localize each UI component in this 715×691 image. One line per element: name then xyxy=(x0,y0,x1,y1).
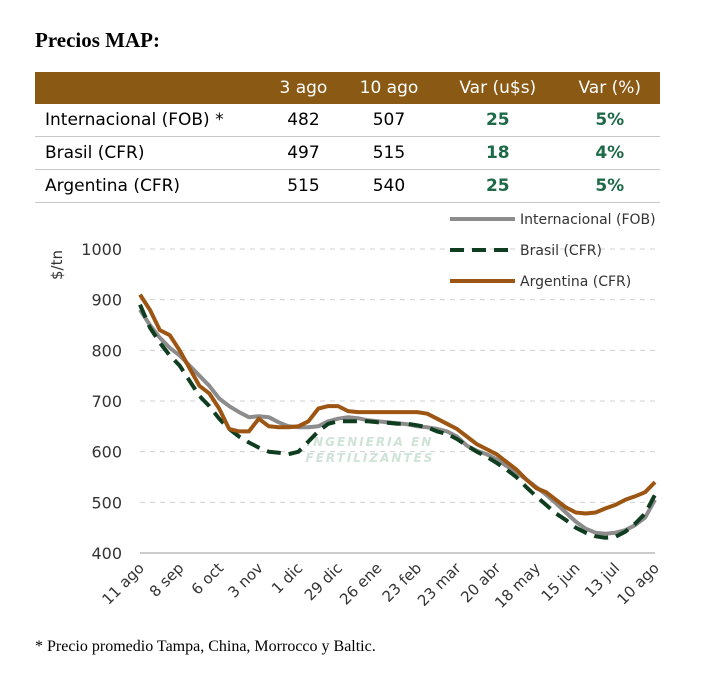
table-cell: 482 xyxy=(265,104,342,137)
y-tick-label: 400 xyxy=(91,544,122,563)
table-cell: Internacional (FOB) * xyxy=(35,104,265,137)
legend-label: Argentina (CFR) xyxy=(520,274,631,290)
footnote: * Precio promedio Tampa, China, Morrocco… xyxy=(35,638,376,655)
legend-label: Brasil (CFR) xyxy=(520,243,602,259)
table-cell: 18 xyxy=(436,136,560,170)
watermark: FERTILIZANTES xyxy=(306,451,435,465)
y-axis-label: $/tn xyxy=(48,250,66,280)
table-cell: 25 xyxy=(436,104,560,137)
table-cell: 4% xyxy=(559,136,660,170)
x-tick-label: 6 oct xyxy=(188,559,227,598)
table-cell: 25 xyxy=(436,169,560,203)
x-tick-label: 8 sep xyxy=(146,559,188,601)
x-tick-label: 26 ene xyxy=(336,559,385,608)
series-line xyxy=(138,293,657,516)
header-cell: Var (u$s) xyxy=(436,72,560,104)
y-tick-label: 500 xyxy=(91,493,122,512)
table-cell: 497 xyxy=(265,136,342,170)
header-cell: Var (%) xyxy=(559,72,660,104)
x-tick-label: 10 ago xyxy=(614,559,663,608)
table-cell: 540 xyxy=(341,169,437,203)
x-tick-label: 15 jun xyxy=(538,559,584,605)
y-tick-label: 600 xyxy=(91,443,122,462)
header-cell xyxy=(35,72,265,104)
y-tick-label: 1000 xyxy=(81,240,122,259)
table-row: Argentina (CFR) 515 540 25 5% xyxy=(35,169,660,203)
table-cell: 507 xyxy=(341,104,437,137)
x-tick-label: 23 mar xyxy=(414,559,465,610)
price-table: 3 ago 10 ago Var (u$s) Var (%) Internaciona… xyxy=(35,72,660,203)
y-tick-label: 900 xyxy=(91,291,122,310)
header-cell: 3 ago xyxy=(265,72,342,104)
series-line xyxy=(138,308,657,536)
chart: INGENIERIA EN FERTILIZANTES 400 500 600 700 80… xyxy=(48,212,663,612)
header-cell: 10 ago xyxy=(341,72,437,104)
y-tick-label: 700 xyxy=(91,392,122,411)
x-tick-label: 11 ago xyxy=(99,559,148,608)
table-cell: 515 xyxy=(265,169,342,203)
table-cell: 5% xyxy=(559,104,660,137)
watermark: INGENIERIA EN xyxy=(307,435,434,449)
x-tick-label: 3 nov xyxy=(224,559,266,601)
table-row: Internacional (FOB) * 482 507 25 5% xyxy=(35,104,660,137)
table-row: Brasil (CFR) 497 515 18 4% xyxy=(35,136,660,170)
title: Precios MAP: xyxy=(35,28,160,52)
table-cell: Brasil (CFR) xyxy=(35,136,265,170)
table-cell: 5% xyxy=(559,169,660,203)
table-cell: Argentina (CFR) xyxy=(35,169,265,203)
legend-label: Internacional (FOB) xyxy=(520,212,656,228)
series-line xyxy=(138,303,657,540)
y-tick-label: 800 xyxy=(91,341,122,360)
header-row: 3 ago 10 ago Var (u$s) Var (%) xyxy=(35,72,660,104)
table-cell: 515 xyxy=(341,136,437,170)
